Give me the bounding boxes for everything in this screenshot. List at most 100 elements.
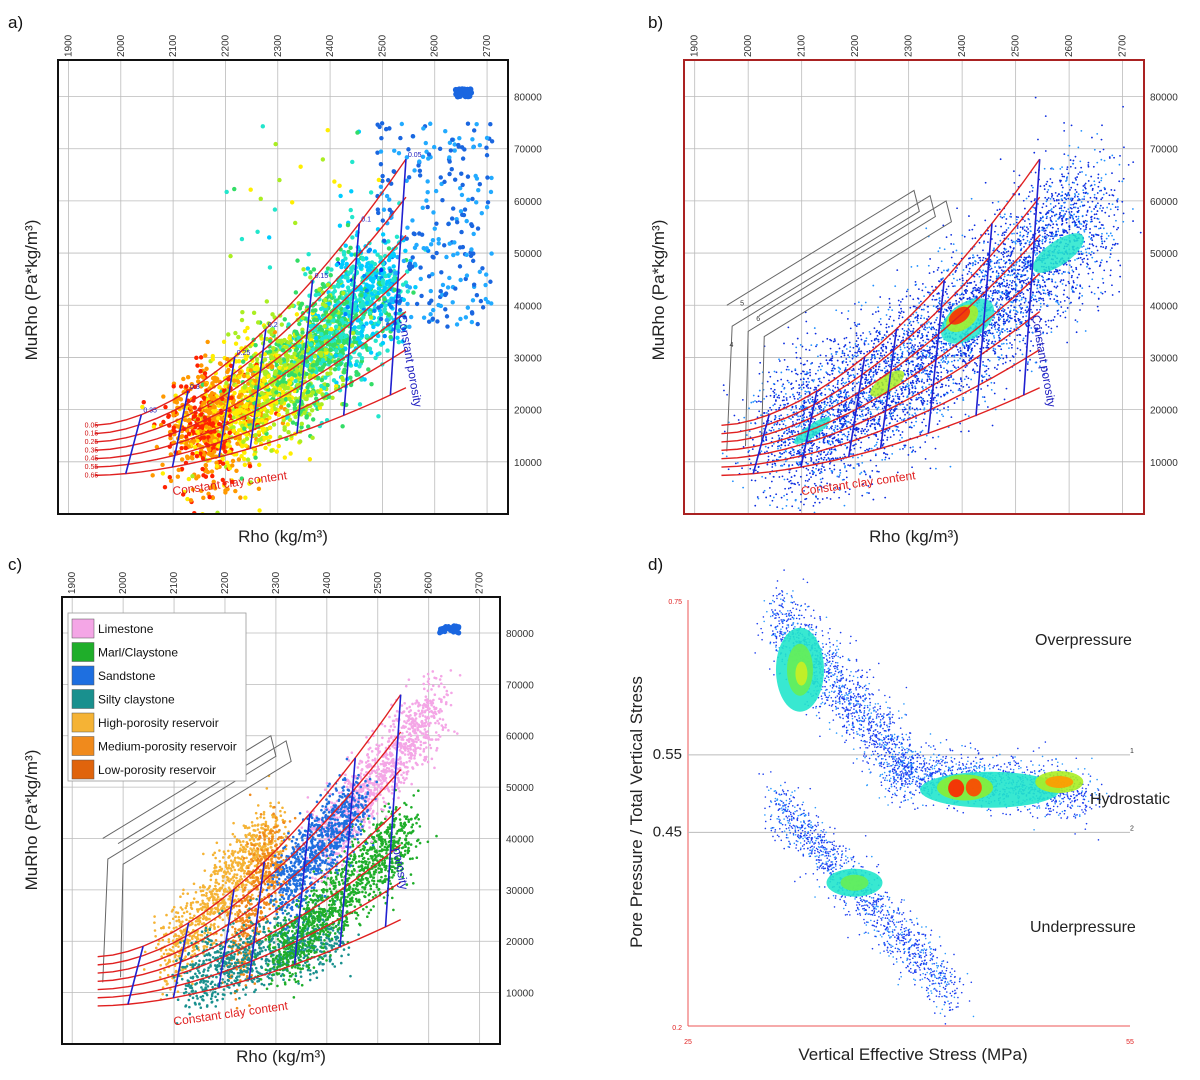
density-dot (1066, 296, 1069, 299)
density-dot (775, 371, 778, 374)
scatter-point (455, 251, 460, 256)
density-dot (1060, 306, 1063, 308)
scatter-point (209, 396, 215, 401)
density-dot (1062, 209, 1065, 212)
scatter-point (225, 442, 230, 447)
density-dot (1102, 246, 1105, 249)
scatter-point (479, 210, 484, 216)
density-dot (820, 520, 822, 522)
density-dot (857, 381, 860, 384)
density-dot (1102, 193, 1105, 196)
scatter-point (294, 312, 300, 317)
density-dot (968, 386, 970, 389)
density-dot (950, 360, 953, 363)
density-dot (1055, 268, 1057, 271)
scatter-point (310, 390, 316, 395)
density-dot (1113, 189, 1116, 192)
density-dot (1022, 199, 1025, 202)
density-dot (1070, 203, 1072, 206)
density-dot (845, 361, 848, 364)
scatter-point (325, 382, 330, 388)
density-dot (863, 340, 866, 342)
scatter-point (297, 439, 303, 444)
density-dot (903, 333, 906, 336)
scatter-point (484, 153, 490, 158)
density-dot (980, 270, 983, 273)
density-dot (967, 430, 970, 433)
density-dot (1034, 254, 1037, 256)
density-dot (836, 359, 839, 362)
scatter-point (243, 495, 248, 500)
scatter-point (320, 392, 325, 397)
density-dot (778, 397, 781, 399)
density-dot (1092, 165, 1095, 168)
density-dot (1083, 257, 1085, 260)
density-dot (1043, 188, 1046, 191)
scatter-point (367, 267, 373, 273)
scatter-point (392, 148, 397, 153)
scatter-point (263, 445, 268, 451)
density-dot (902, 395, 905, 398)
density-dot (1061, 173, 1063, 176)
density-dot (971, 228, 974, 231)
scatter-point (445, 285, 451, 290)
scatter-point (225, 486, 230, 492)
density-dot (1001, 216, 1004, 219)
scatter-point (201, 375, 206, 380)
density-dot (834, 386, 837, 389)
scatter-point (322, 324, 327, 329)
scatter-point (271, 345, 276, 351)
density-dot (921, 378, 924, 381)
scatter-point (285, 408, 290, 413)
density-dot (966, 383, 968, 386)
scatter-point (440, 282, 446, 288)
scatter-point (317, 287, 322, 292)
scatter-point (245, 457, 251, 462)
scatter-point (313, 292, 319, 298)
density-dot (852, 387, 854, 389)
scatter-point (447, 275, 452, 281)
density-dot (1044, 232, 1046, 235)
density-dot (852, 374, 855, 376)
scatter-point (206, 447, 212, 452)
density-dot (1014, 353, 1017, 355)
scatter-point (433, 188, 439, 194)
scatter-point (417, 231, 422, 236)
density-dot (1043, 230, 1046, 232)
scatter-point (230, 479, 235, 485)
scatter-point (480, 305, 486, 310)
density-dot (906, 288, 909, 291)
scatter-point (345, 304, 350, 310)
density-dot (1097, 173, 1100, 176)
scatter-point (203, 463, 208, 468)
density-dot (915, 283, 918, 286)
density-dot (888, 302, 891, 305)
density-dot (1047, 325, 1050, 328)
density-dot (1019, 275, 1022, 278)
scatter-point (199, 424, 205, 429)
density-dot (1015, 323, 1018, 326)
density-dot (887, 326, 890, 328)
density-dot (979, 259, 982, 262)
scatter-point (233, 330, 238, 336)
scatter-point (334, 348, 339, 353)
scatter-point (171, 425, 177, 430)
scatter-point (359, 333, 365, 338)
density-dot (800, 384, 803, 387)
density-dot (918, 342, 921, 344)
density-dot (862, 418, 865, 421)
scatter-point (282, 317, 287, 322)
density-dot (758, 372, 761, 375)
density-dot (1091, 256, 1094, 259)
scatter-point (369, 315, 374, 320)
density-dot (897, 338, 899, 341)
density-dot (1025, 315, 1028, 318)
density-dot (897, 401, 900, 404)
density-dot (802, 383, 805, 386)
scatter-point (243, 443, 248, 448)
density-dot (1102, 148, 1105, 151)
density-dot (886, 436, 889, 439)
density-dot (1000, 291, 1003, 294)
density-dot (881, 401, 883, 404)
